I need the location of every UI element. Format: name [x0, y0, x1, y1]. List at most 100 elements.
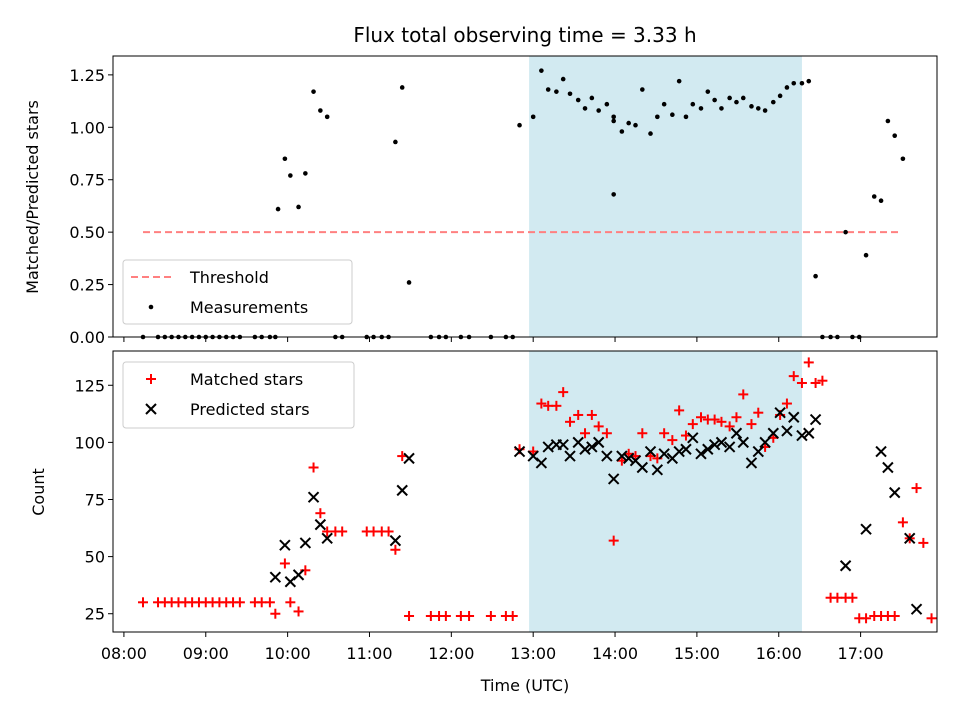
predicted-star-point	[279, 539, 291, 551]
predicted-star-point	[781, 425, 793, 437]
x-tick-label: 10:00	[265, 644, 311, 663]
predicted-star-point	[745, 457, 758, 469]
measurement-point	[683, 114, 689, 120]
matched-star-point	[847, 592, 858, 603]
measurement-point	[288, 173, 293, 178]
matched-star-point	[586, 409, 597, 420]
predicted-star-point	[622, 452, 635, 465]
predicted-star-point	[636, 461, 649, 474]
predicted-star-point	[535, 457, 548, 469]
matched-star-point	[889, 611, 900, 622]
matched-star-point	[861, 613, 872, 624]
predicted-star-point	[592, 436, 605, 449]
measurement-point	[611, 118, 616, 124]
y-tick-label: 125	[74, 376, 105, 395]
predicted-star-point	[715, 436, 728, 449]
predicted-star-point	[788, 411, 800, 423]
measurement-point	[517, 122, 522, 128]
predicted-star-point	[299, 537, 312, 549]
measurement-point	[740, 95, 746, 101]
measurement-point	[582, 106, 588, 111]
matched-star-point	[746, 419, 757, 430]
measurement-point	[655, 114, 660, 120]
predicted-star-point	[687, 432, 699, 444]
measurement-point	[712, 97, 717, 103]
top-legend: Threshold Measurements	[122, 259, 353, 325]
matched-star-point	[709, 414, 720, 425]
y-tick-label: 0.25	[69, 276, 105, 295]
x-tick-label: 12:00	[428, 644, 474, 663]
matched-star-point	[138, 597, 149, 608]
matched-star-point	[264, 597, 275, 608]
predicted-star-point	[644, 445, 657, 458]
predicted-stars-points	[269, 406, 923, 615]
predicted-star-point	[875, 445, 887, 458]
measurement-point	[770, 99, 776, 105]
matched-star-point	[724, 421, 735, 432]
predicted-star-point	[737, 436, 749, 449]
predicted-star-point	[403, 452, 415, 465]
measurement-point	[690, 101, 696, 107]
matched-star-point	[279, 558, 290, 569]
matched-star-point	[573, 409, 584, 420]
matched-star-point	[716, 416, 727, 427]
measurement-point	[589, 95, 595, 101]
measurement-point	[676, 78, 682, 84]
measurement-point	[318, 108, 323, 113]
predicted-star-point	[542, 441, 554, 453]
measurement-point	[545, 87, 551, 92]
x-tick-label: 17:00	[838, 644, 884, 663]
matched-star-point	[659, 428, 670, 439]
measurement-point	[806, 78, 812, 84]
matched-star-point	[781, 398, 792, 409]
measurement-point	[311, 89, 316, 94]
matched-star-point	[674, 405, 685, 416]
y-tick-label: 100	[74, 433, 105, 452]
y-tick-label: 25	[85, 605, 105, 624]
predicted-star-point	[616, 450, 628, 462]
predicted-star-point	[396, 484, 408, 497]
matched-star-point	[926, 613, 937, 624]
x-tick-label: 16:00	[756, 644, 802, 663]
matched-star-point	[788, 371, 799, 382]
matched-star-point	[810, 377, 821, 388]
predicted-star-point	[759, 436, 771, 449]
measurement-point	[878, 198, 884, 203]
matched-star-point	[404, 611, 415, 622]
predicted-star-point	[695, 448, 707, 460]
matched-star-point	[337, 526, 348, 537]
measurement-point	[734, 99, 739, 105]
legend-measurements-label: Measurements	[190, 298, 308, 317]
x-tick-label: 08:00	[101, 644, 147, 663]
predicted-star-point	[882, 461, 894, 474]
predicted-star-point	[673, 445, 685, 458]
measurement-point	[813, 273, 818, 279]
measurement-point	[749, 104, 754, 109]
measurement-point	[640, 87, 645, 92]
matched-star-point	[536, 398, 547, 409]
x-tick-label: 14:00	[592, 644, 638, 663]
top-y-axis-label: Matched/Predicted stars	[23, 100, 42, 294]
matched-star-point	[383, 526, 394, 537]
predicted-star-point	[796, 429, 808, 442]
chart-title: Flux total observing time = 3.33 h	[353, 23, 696, 47]
predicted-star-point	[723, 441, 736, 453]
measurement-point	[648, 131, 653, 136]
matched-star-point	[897, 517, 908, 528]
measurement-point	[705, 89, 711, 94]
predicted-star-point	[910, 603, 923, 615]
predicted-star-point	[839, 560, 852, 572]
measurement-point	[567, 91, 573, 97]
measurement-point	[539, 68, 544, 73]
predicted-star-point	[513, 445, 526, 458]
measurement-point	[560, 76, 566, 82]
predicted-star-point	[307, 491, 320, 503]
measurement-point	[698, 106, 704, 111]
matched-star-point	[695, 412, 706, 423]
matched-star-point	[738, 389, 749, 400]
matched-star-point	[551, 400, 562, 411]
measurement-point	[399, 85, 405, 90]
matched-star-point	[731, 412, 742, 423]
x-tick-label: 11:00	[346, 644, 392, 663]
